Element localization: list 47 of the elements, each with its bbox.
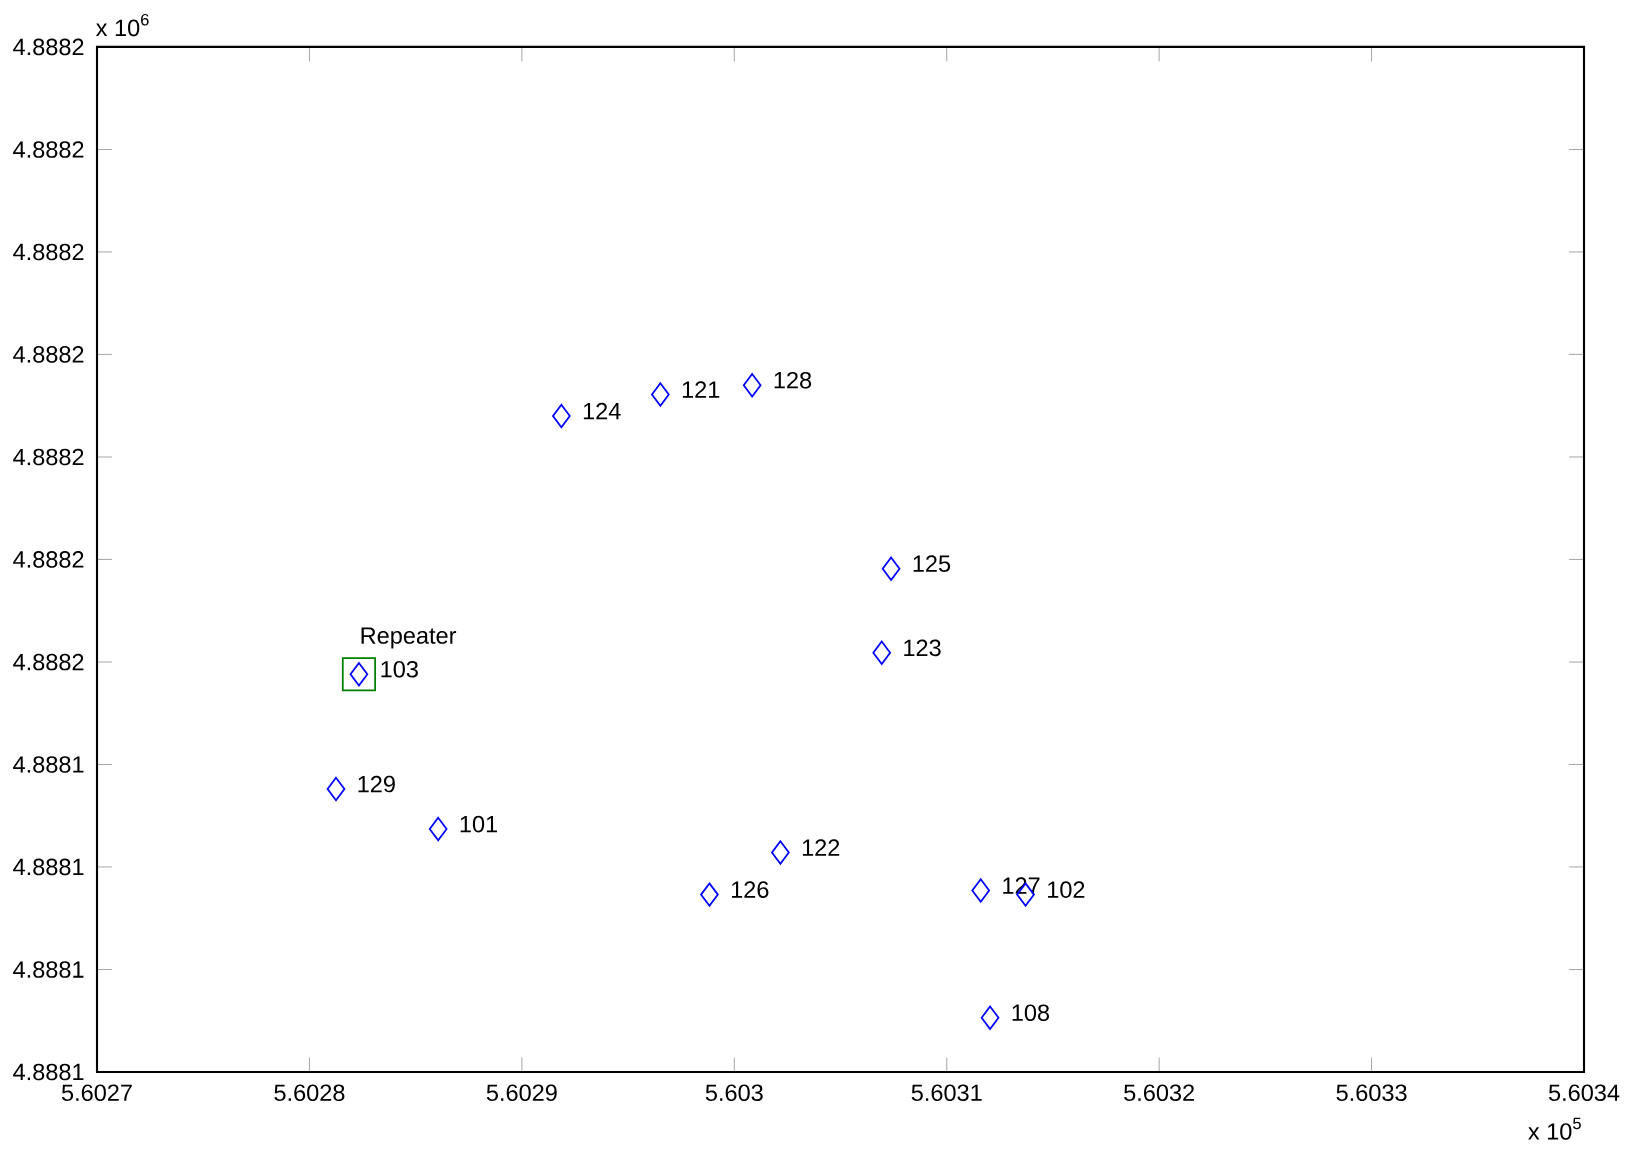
point <box>771 840 790 865</box>
point <box>552 403 571 429</box>
point <box>326 776 346 802</box>
annotation: Repeater <box>361 627 457 649</box>
x-tick-label: 5.6032 <box>1124 1084 1194 1102</box>
point <box>349 662 369 687</box>
y-tick-label: 4.8882 <box>13 346 84 363</box>
annotation: 125 <box>913 555 951 573</box>
point <box>742 373 762 398</box>
point <box>971 878 991 903</box>
x-tick-label: 5.6031 <box>911 1084 982 1102</box>
annotation: 128 <box>774 371 812 389</box>
y-tick-label: 4.8882 <box>13 448 84 466</box>
x-tick-label: 5.6029 <box>486 1084 557 1102</box>
annotation: 108 <box>1012 1004 1050 1022</box>
y-tick-label: 4.8882 <box>13 551 84 568</box>
x-tick-label: 5.6027 <box>61 1084 132 1102</box>
y-tick-label: 4.8882 <box>13 38 84 56</box>
point <box>881 556 901 581</box>
y-tick-label: 4.8881 <box>13 961 84 978</box>
point <box>428 816 448 842</box>
annotation: 122 <box>802 839 840 856</box>
point <box>341 657 376 692</box>
annotation: 126 <box>731 881 769 898</box>
annotation: 102 <box>1048 881 1085 898</box>
text: x 10$^{6}$ <box>95 13 149 37</box>
y-tick-label: 4.8882 <box>13 653 84 671</box>
point <box>700 882 719 907</box>
annotation: 101 <box>460 815 498 833</box>
annotation: 121 <box>682 381 720 398</box>
y-tick-label: 4.8882 <box>13 243 84 261</box>
x-tick-label: 5.6034 <box>1548 1084 1620 1102</box>
point <box>651 382 670 407</box>
y-tick-label: 4.8882 <box>13 141 84 158</box>
x-tick-label: 5.6033 <box>1336 1084 1407 1102</box>
y-tick-label: 4.8881 <box>13 858 84 876</box>
point <box>872 640 892 665</box>
text: x 10$^{5}$ <box>1528 1117 1581 1140</box>
y-tick-label: 4.8881 <box>13 1063 84 1081</box>
x-tick-label: 5.6028 <box>274 1084 345 1102</box>
annotation: 124 <box>583 402 621 420</box>
annotation: 103 <box>381 660 418 678</box>
annotation: 129 <box>358 775 395 793</box>
x-tick-label: 5.603 <box>705 1084 763 1102</box>
point <box>980 1005 1000 1030</box>
annotation: 123 <box>904 639 941 657</box>
y-tick-label: 4.8881 <box>13 756 84 773</box>
